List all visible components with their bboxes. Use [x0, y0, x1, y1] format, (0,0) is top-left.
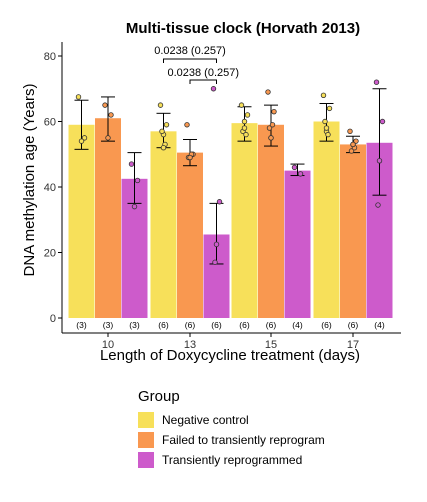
n-label: (6)	[348, 320, 359, 330]
x-tick-label: 13	[184, 339, 196, 351]
data-point	[241, 125, 248, 131]
data-point	[376, 158, 383, 164]
legend-title: Group	[138, 388, 180, 405]
data-point	[350, 141, 356, 148]
n-label: (6)	[321, 320, 332, 330]
legend-swatch	[138, 411, 154, 428]
n-label: (4)	[292, 320, 303, 330]
data-point	[348, 148, 355, 154]
data-point	[269, 122, 276, 128]
significance-bracket	[163, 58, 217, 63]
data-point	[159, 128, 165, 135]
data-point	[266, 125, 273, 131]
bar	[313, 121, 340, 318]
n-label: (6)	[239, 320, 250, 330]
n-label: (3)	[129, 320, 140, 330]
data-point	[105, 135, 111, 141]
data-point	[243, 131, 249, 138]
data-point	[353, 138, 359, 144]
data-point	[241, 118, 248, 125]
data-point	[379, 118, 386, 125]
data-point	[320, 92, 327, 98]
data-point	[157, 102, 164, 108]
data-point	[325, 131, 331, 138]
x-tick-label: 10	[102, 339, 114, 351]
y-tick-label: 60	[44, 117, 56, 129]
significance-label: 0.0238 (0.257)	[167, 67, 239, 79]
data-point	[265, 89, 271, 95]
data-point	[102, 102, 108, 108]
data-point	[163, 122, 170, 128]
x-axis-label: Length of Doxycycline treatment (days)	[100, 347, 360, 364]
data-point	[81, 135, 88, 141]
bar	[340, 144, 366, 318]
y-tick-label: 20	[44, 248, 56, 260]
data-point	[131, 203, 138, 210]
n-label: (3)	[103, 320, 114, 330]
n-label: (6)	[211, 320, 222, 330]
data-point	[291, 164, 298, 171]
data-point	[347, 128, 353, 135]
data-point	[297, 171, 304, 177]
data-point	[212, 259, 218, 266]
bar	[95, 118, 121, 318]
data-point	[128, 161, 135, 167]
bar	[177, 152, 203, 318]
data-point	[326, 105, 333, 112]
significance-label: 0.0238 (0.257)	[154, 45, 226, 57]
data-point	[323, 125, 330, 131]
data-point	[210, 86, 217, 92]
data-point	[213, 241, 220, 248]
legend-item-negative-control: Negative control	[138, 410, 418, 429]
y-tick-label: 40	[44, 182, 56, 194]
n-label: (6)	[266, 320, 277, 330]
legend-swatch	[138, 431, 154, 448]
bar	[150, 131, 177, 318]
legend-item-failed-to-reprogram: Failed to transiently reprogram	[138, 430, 418, 449]
bar	[231, 123, 258, 318]
data-point	[216, 199, 223, 205]
y-axis-label: DNA methylation age (Years)	[21, 84, 38, 277]
data-point	[268, 135, 274, 141]
x-tick-label: 15	[265, 339, 277, 351]
legend-label: Negative control	[162, 412, 249, 427]
data-point	[75, 94, 82, 100]
legend-label: Failed to transiently reprogram	[162, 432, 325, 447]
n-label: (6)	[185, 320, 196, 330]
x-tick-label: 17	[347, 339, 359, 351]
data-point	[375, 202, 381, 208]
data-point	[184, 122, 190, 128]
data-point	[108, 112, 114, 118]
y-tick-label: 80	[44, 51, 56, 63]
n-label: (3)	[76, 320, 87, 330]
bar	[68, 124, 95, 319]
data-point	[187, 154, 193, 161]
data-point	[271, 108, 277, 115]
data-point	[134, 177, 141, 184]
legend: Group Negative control Failed to transie…	[138, 388, 418, 470]
data-point	[238, 102, 245, 108]
legend-item-transiently-reprogrammed: Transiently reprogrammed	[138, 450, 418, 469]
significance-bracket	[189, 79, 217, 84]
n-label: (4)	[374, 320, 385, 330]
data-point	[322, 118, 328, 125]
legend-swatch	[138, 451, 154, 468]
data-point	[78, 138, 85, 144]
plot-area: 0 20 40 60 80 10 13 15 17 (3) (6) (6) (6) (3) (6) (6) (6…	[44, 42, 401, 351]
bar	[258, 124, 284, 319]
n-label: (6)	[158, 320, 169, 330]
legend-label: Transiently reprogrammed	[162, 452, 303, 467]
data-point	[244, 112, 251, 118]
data-point	[373, 79, 380, 85]
chart-title: Multi-tissue clock (Horvath 2013)	[126, 20, 360, 37]
y-tick-label: 0	[50, 313, 56, 325]
bar	[284, 170, 311, 318]
data-point	[160, 144, 167, 151]
